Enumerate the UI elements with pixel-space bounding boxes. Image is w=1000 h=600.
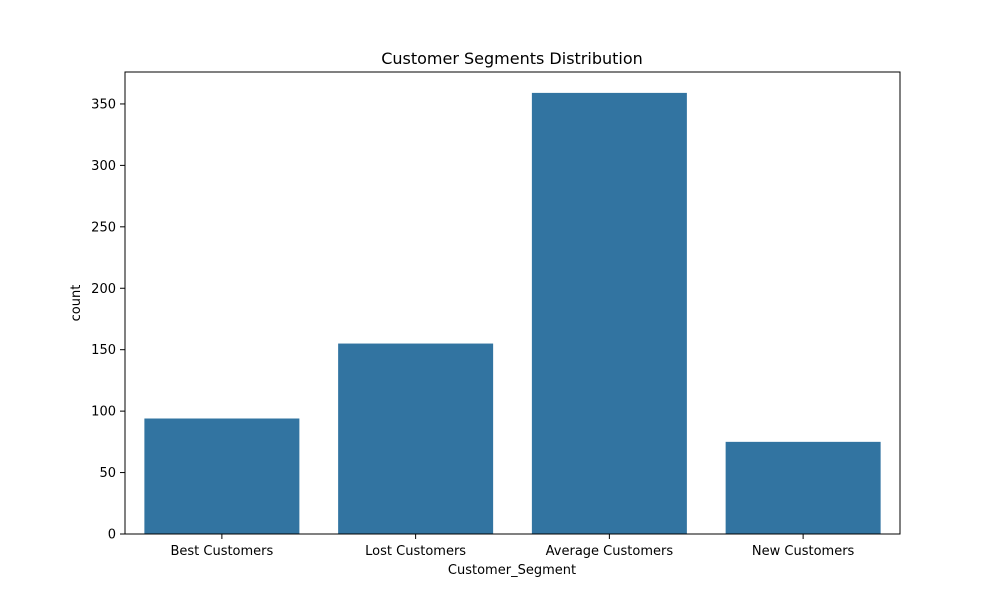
x-tick-label: Average Customers bbox=[546, 544, 674, 559]
bar-lost-customers bbox=[338, 343, 494, 534]
y-tick-label: 350 bbox=[91, 97, 116, 112]
plot-frame bbox=[124, 71, 901, 535]
bar-average-customers bbox=[531, 92, 687, 534]
y-tick-label: 150 bbox=[91, 343, 116, 358]
y-tick-label: 0 bbox=[108, 528, 116, 543]
y-tick-label: 50 bbox=[99, 466, 116, 481]
chart-title: Customer Segments Distribution bbox=[381, 49, 643, 68]
x-axis-label: Customer_Segment bbox=[448, 563, 576, 578]
x-tick-label: Lost Customers bbox=[365, 544, 466, 559]
x-tick-label: Best Customers bbox=[170, 544, 273, 559]
y-tick-label: 300 bbox=[91, 159, 116, 174]
y-tick-label: 100 bbox=[91, 405, 116, 420]
x-axis: Best Customers Lost Customers Average Cust… bbox=[170, 534, 855, 559]
y-axis: 0 50 100 150 200 250 300 350 bbox=[91, 97, 125, 543]
bar-new-customers bbox=[725, 441, 881, 534]
bars-group bbox=[144, 92, 881, 534]
y-tick-label: 200 bbox=[91, 282, 116, 297]
y-tick-label: 250 bbox=[91, 220, 116, 235]
x-tick-label: New Customers bbox=[752, 544, 855, 559]
y-axis-label: count bbox=[69, 285, 84, 322]
bar-best-customers bbox=[144, 418, 300, 534]
